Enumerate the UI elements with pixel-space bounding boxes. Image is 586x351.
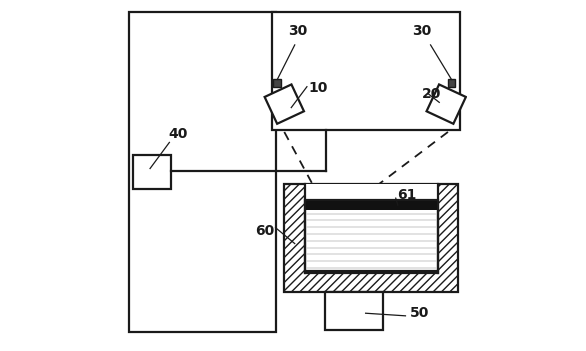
Text: 30: 30 [288, 24, 308, 38]
Bar [133, 154, 171, 190]
Text: 40: 40 [168, 127, 188, 141]
Bar [305, 200, 438, 271]
Bar [274, 79, 281, 87]
Text: 20: 20 [422, 87, 441, 101]
Bar [305, 200, 438, 210]
Bar [130, 12, 275, 332]
Text: 50: 50 [410, 306, 429, 320]
Bar [284, 184, 458, 292]
Bar [305, 184, 438, 273]
Text: 60: 60 [255, 224, 275, 238]
Polygon shape [427, 85, 466, 124]
Bar [448, 79, 455, 87]
Text: 61: 61 [397, 188, 417, 202]
Text: 10: 10 [309, 81, 328, 95]
Polygon shape [265, 85, 304, 124]
Bar [325, 292, 383, 330]
Text: 30: 30 [412, 24, 431, 38]
Bar [272, 12, 460, 130]
